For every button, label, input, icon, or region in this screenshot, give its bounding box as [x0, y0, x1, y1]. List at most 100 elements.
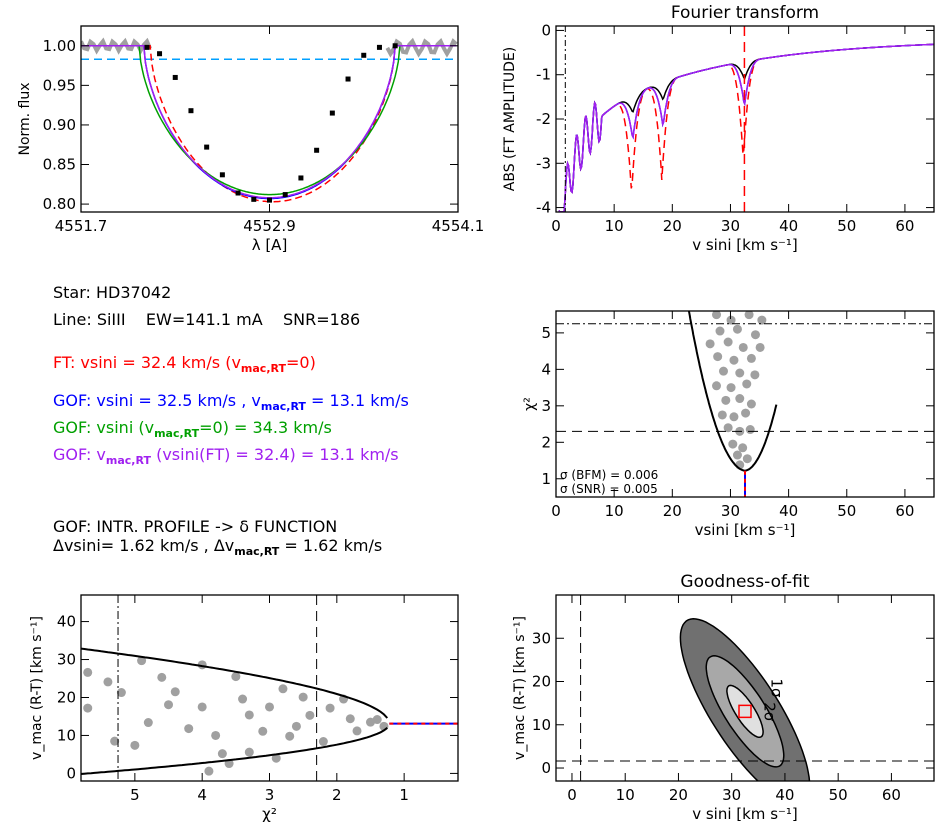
x-tick-label: 40	[779, 217, 798, 235]
observed-point	[188, 108, 194, 114]
chi2-envelope-upper	[81, 647, 389, 719]
x-tick-label: 50	[829, 786, 848, 804]
y-axis-label: ABS (FT AMPLITUDE)	[502, 47, 518, 191]
model-line-0	[81, 45, 457, 203]
chi2-point	[735, 368, 745, 378]
plot-frame	[555, 594, 935, 782]
x-tick-label: 50	[837, 217, 856, 235]
chi2-point	[729, 412, 739, 422]
x-tick-label: 10	[605, 502, 624, 520]
observed-point	[172, 74, 178, 80]
chart-title: Fourier transform	[671, 3, 819, 23]
chi2-point	[738, 443, 748, 453]
x-tick-label: 3	[265, 786, 275, 804]
x-tick-label: 2	[332, 786, 342, 804]
observed-wing-right	[385, 37, 458, 58]
star-label: Star: HD37042	[53, 283, 172, 302]
x-tick-label: 60	[882, 786, 901, 804]
x-tick-label: 4552.9	[243, 217, 296, 235]
y-tick-label: 20	[532, 673, 551, 691]
chi2-point	[83, 703, 93, 713]
intr-profile-title: GOF: INTR. PROFILE -> δ FUNCTION	[53, 517, 338, 536]
x-axis-label: v sini [km s⁻¹]	[692, 236, 798, 254]
chi2-point	[211, 730, 221, 740]
chi2-point	[750, 330, 760, 340]
chi2-point	[238, 694, 248, 704]
chi2-point	[718, 366, 728, 376]
x-tick-label: 40	[779, 502, 798, 520]
chi2-point	[197, 702, 207, 712]
chi2-point	[217, 749, 227, 759]
y-tick-label: 10	[532, 716, 551, 734]
plot-frame	[80, 594, 459, 782]
chi2-point	[291, 721, 301, 731]
y-tick-label: 5	[541, 324, 551, 342]
chi2-point	[285, 731, 295, 741]
y-axis-label: v_mac (R-T) [km s⁻¹]	[512, 616, 528, 760]
observed-point	[361, 52, 367, 58]
x-tick-label: 5	[130, 786, 140, 804]
sigma-bfm-label: σ (BFM) = 0.006	[560, 468, 658, 482]
chi2-point	[231, 672, 241, 682]
chi2-point	[712, 381, 722, 391]
chi2-point	[305, 710, 315, 720]
chi2-point	[723, 337, 733, 347]
x-tick-label: 4551.7	[55, 217, 108, 235]
chi2-point	[271, 753, 281, 763]
x-tick-label: 10	[605, 217, 624, 235]
plot-area	[81, 37, 458, 203]
x-axis-label: v sini [km s⁻¹]	[692, 805, 798, 823]
y-tick-label: 1	[541, 470, 551, 488]
y-tick-label: -1	[536, 66, 551, 84]
x-tick-label: 0	[551, 502, 561, 520]
chi2-point	[130, 740, 140, 750]
y-tick-label: 3	[541, 397, 551, 415]
y-tick-label: 30	[532, 629, 551, 647]
x-tick-label: 4	[197, 786, 207, 804]
x-tick-label: 0	[567, 786, 577, 804]
y-tick-label: 0.80	[43, 195, 76, 213]
ft-result: FT: vsini = 32.4 km/s (vmac,RT=0)	[53, 353, 316, 376]
chi2-point	[757, 315, 767, 325]
delta-values: Δvsini= 1.62 km/s , Δvmac,RT = 1.62 km/s	[53, 536, 383, 559]
observed-point	[267, 197, 272, 203]
x-tick-label: 0	[551, 217, 561, 235]
ft-line-3	[558, 43, 934, 212]
chi2-point	[265, 702, 274, 712]
chi2-point	[137, 656, 147, 666]
chi2-point	[103, 677, 113, 687]
chi2-point	[738, 342, 748, 352]
fourier-panel: 0 10 20 30 40 50 60 0 -1 -2 -3 -4 Fourier transform v…	[502, 3, 935, 254]
x-tick-label: 20	[669, 786, 688, 804]
chi2-point	[204, 766, 214, 776]
chi2-envelope	[687, 311, 778, 472]
chi2-envelope-lower	[81, 727, 388, 775]
chi2-point	[143, 718, 153, 728]
chi2-point	[729, 355, 739, 365]
chi2-point	[318, 737, 328, 747]
x-tick-label: 50	[837, 502, 856, 520]
chi2-point	[745, 425, 755, 435]
model-line-1	[81, 45, 457, 200]
x-tick-label: 20	[663, 502, 682, 520]
x-axis-label: λ [A]	[252, 236, 288, 254]
observed-point	[329, 110, 335, 116]
y-tick-label: 10	[57, 726, 76, 744]
y-tick-label: 40	[57, 613, 76, 631]
y-tick-label: -4	[536, 199, 551, 217]
chi2-point	[170, 687, 180, 697]
y-tick-label: -3	[536, 154, 551, 172]
ft-line-0	[558, 43, 934, 212]
x-tick-label: 30	[721, 217, 740, 235]
y-tick-label: 0	[541, 21, 551, 39]
chi2-point	[83, 667, 93, 677]
model-line-3	[81, 45, 457, 199]
chi2-point	[742, 379, 752, 389]
y-tick-label: 4	[541, 360, 551, 378]
chi2-point	[746, 399, 756, 409]
x-tick-label: 1	[399, 786, 409, 804]
